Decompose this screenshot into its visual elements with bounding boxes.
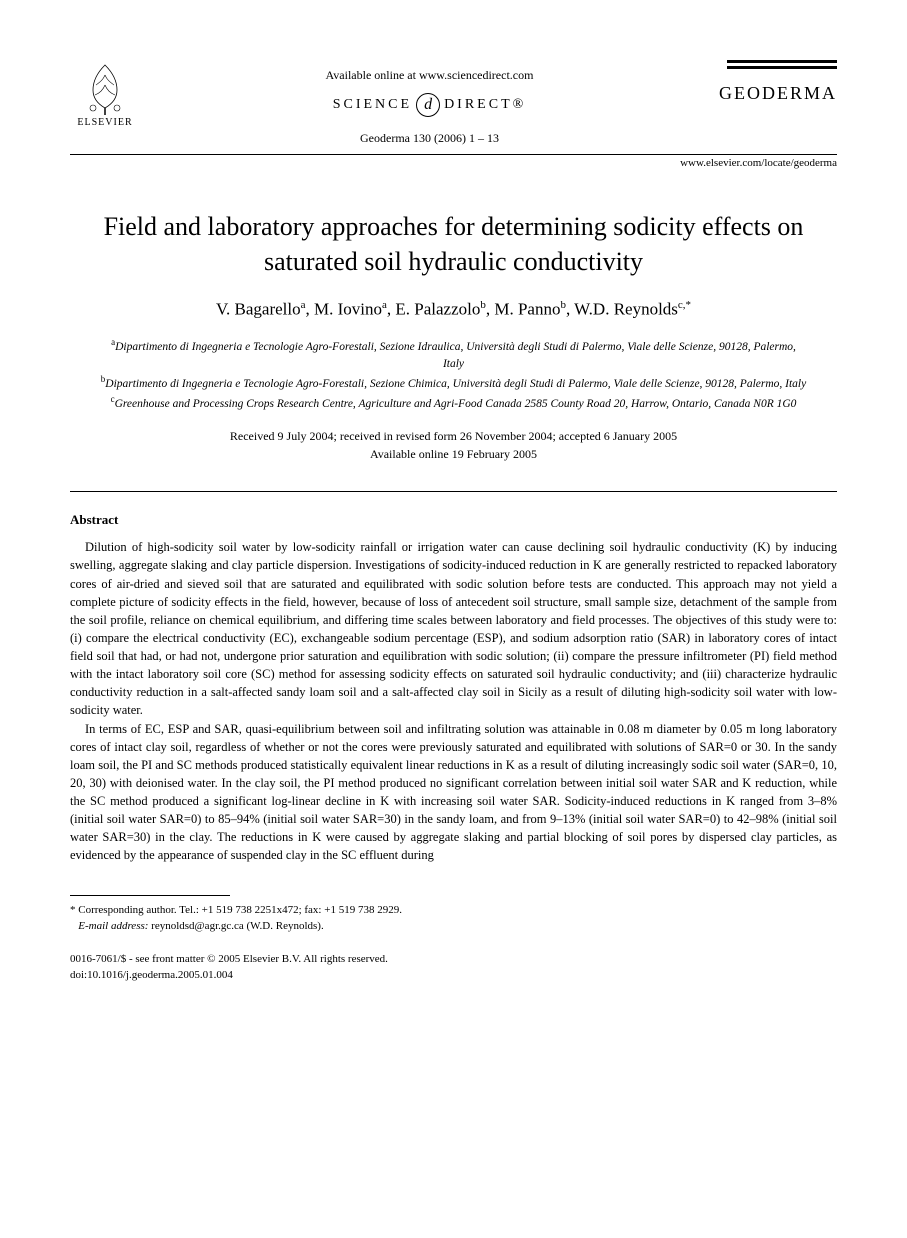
abstract-rule-top	[70, 491, 837, 492]
journal-url: www.elsevier.com/locate/geoderma	[70, 157, 837, 169]
sciencedirect-logo: SCIENCE d DIRECT®	[140, 93, 719, 117]
doi-line: doi:10.1016/j.geoderma.2005.01.004	[70, 967, 837, 984]
sd-d-icon: d	[416, 93, 440, 117]
elsevier-tree-icon	[78, 60, 133, 115]
publisher-logo: ELSEVIER	[70, 60, 140, 140]
available-online-text: Available online at www.sciencedirect.co…	[140, 68, 719, 83]
copyright-block: 0016-7061/$ - see front matter © 2005 El…	[70, 951, 837, 984]
dates-block: Received 9 July 2004; received in revise…	[70, 427, 837, 463]
available-online-line: Available online 19 February 2005	[70, 445, 837, 463]
authors-line: V. Bagarelloa, M. Iovinoa, E. Palazzolob…	[70, 299, 837, 320]
sd-right: DIRECT®	[444, 97, 526, 113]
journal-reference: Geoderma 130 (2006) 1 – 13	[140, 131, 719, 146]
affiliation-line: bDipartimento di Ingegneria e Tecnologie…	[100, 373, 807, 393]
center-header: Available online at www.sciencedirect.co…	[140, 60, 719, 146]
corresponding-author-block: * Corresponding author. Tel.: +1 519 738…	[70, 902, 837, 935]
corresponding-author-line: * Corresponding author. Tel.: +1 519 738…	[70, 902, 837, 919]
header-rule	[70, 154, 837, 155]
publisher-name: ELSEVIER	[77, 117, 132, 128]
footnote-rule	[70, 895, 230, 896]
sd-left: SCIENCE	[333, 97, 412, 113]
journal-page: ELSEVIER Available online at www.science…	[0, 0, 907, 1024]
email-line: E-mail address: reynoldsd@agr.gc.ca (W.D…	[70, 918, 837, 935]
email-label: E-mail address:	[78, 920, 148, 932]
affiliations-block: aDipartimento di Ingegneria e Tecnologie…	[100, 336, 807, 413]
email-value: reynoldsd@agr.gc.ca (W.D. Reynolds).	[151, 920, 324, 932]
journal-logo-block: GEODERMA	[719, 60, 837, 104]
abstract-body: Dilution of high-sodicity soil water by …	[70, 538, 837, 864]
issn-line: 0016-7061/$ - see front matter © 2005 El…	[70, 951, 837, 968]
received-line: Received 9 July 2004; received in revise…	[70, 427, 837, 445]
journal-bars-icon	[719, 60, 837, 69]
abstract-heading: Abstract	[70, 512, 837, 528]
abstract-paragraph: In terms of EC, ESP and SAR, quasi-equil…	[70, 720, 837, 865]
affiliation-line: cGreenhouse and Processing Crops Researc…	[100, 393, 807, 413]
header-row: ELSEVIER Available online at www.science…	[70, 60, 837, 146]
abstract-paragraph: Dilution of high-sodicity soil water by …	[70, 538, 837, 719]
article-title: Field and laboratory approaches for dete…	[100, 209, 807, 279]
journal-name: GEODERMA	[719, 83, 837, 104]
affiliation-line: aDipartimento di Ingegneria e Tecnologie…	[100, 336, 807, 373]
